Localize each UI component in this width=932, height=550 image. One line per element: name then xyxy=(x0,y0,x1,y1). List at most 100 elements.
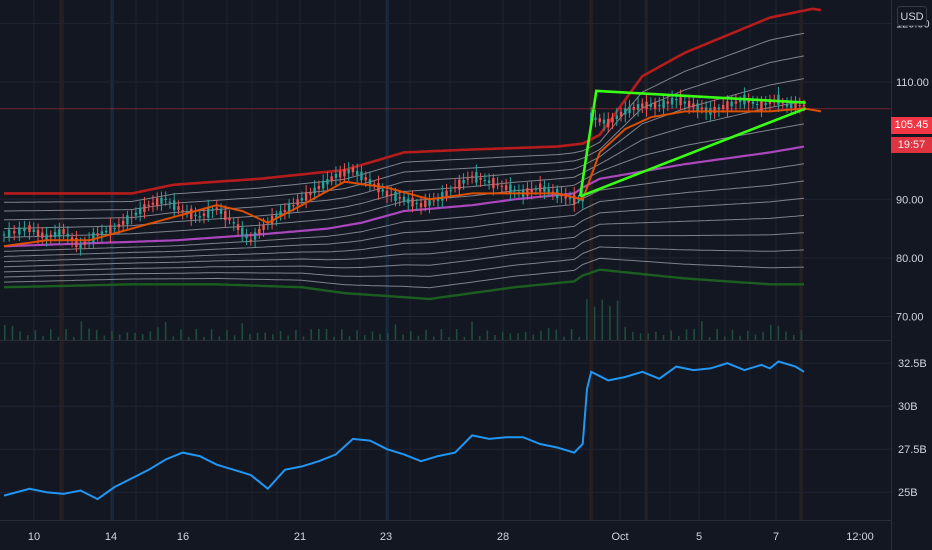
candle-body xyxy=(228,217,231,221)
candle-body xyxy=(411,198,414,207)
candle-body xyxy=(215,207,218,209)
candle-body xyxy=(66,233,70,237)
candle-body xyxy=(300,198,304,201)
candle-body xyxy=(117,224,121,228)
volume-bar xyxy=(471,321,473,340)
volume-bar xyxy=(455,329,458,340)
envelope-line xyxy=(4,32,805,203)
volume-bar xyxy=(287,335,290,340)
volume-bar xyxy=(19,331,21,340)
candle-body xyxy=(126,215,129,225)
candle-body xyxy=(23,228,26,232)
envelope-line xyxy=(3,246,805,278)
volume-bar xyxy=(578,336,581,340)
candle-body xyxy=(487,180,491,183)
candle-body xyxy=(275,215,278,219)
candle-body xyxy=(198,216,201,218)
candle-body xyxy=(662,100,665,109)
volume-bar xyxy=(754,334,757,340)
candle-body xyxy=(790,102,793,109)
volume-bar xyxy=(647,333,650,340)
candle-body xyxy=(747,99,750,103)
candle-body xyxy=(121,220,125,225)
candle-body xyxy=(658,104,661,107)
price-axis-tick: 70.00 xyxy=(896,312,924,324)
time-axis-tick: 10 xyxy=(28,531,40,543)
candle-body xyxy=(134,212,138,216)
volume-bar xyxy=(777,325,780,340)
candle-body xyxy=(130,216,133,218)
candle-body xyxy=(70,237,74,241)
candle-body xyxy=(194,214,197,217)
volume-bar xyxy=(72,336,75,340)
candle-body xyxy=(2,234,6,236)
upper-band-line xyxy=(4,7,822,195)
volume-axis-tick: 30B xyxy=(898,401,918,413)
volume-bar xyxy=(792,335,795,340)
volume-bar xyxy=(126,332,129,340)
candle-body xyxy=(313,187,316,194)
candle-body xyxy=(441,192,444,201)
volume-bar xyxy=(624,326,627,340)
candle-body xyxy=(615,115,618,119)
candle-body xyxy=(721,104,725,109)
volume-bar xyxy=(486,330,489,340)
candle-body xyxy=(619,111,623,117)
candle-body xyxy=(509,184,512,194)
candle-body xyxy=(453,186,457,189)
volume-bar xyxy=(762,332,764,340)
volume-bar xyxy=(555,329,558,340)
candle-body xyxy=(738,100,742,103)
candle-body xyxy=(181,210,184,212)
envelope-line xyxy=(3,180,805,257)
volume-bar xyxy=(371,331,374,340)
horizontal-gridlines xyxy=(0,22,891,493)
candle-body xyxy=(45,234,48,241)
candle-body xyxy=(373,184,376,186)
session-stripe xyxy=(386,0,389,520)
candle-body xyxy=(104,230,108,233)
candle-body xyxy=(241,227,244,236)
candle-body xyxy=(334,173,338,178)
candle-body xyxy=(385,190,389,197)
volume-bar xyxy=(601,299,604,340)
volume-bar xyxy=(42,336,44,340)
candle-body xyxy=(755,103,759,105)
candle-body xyxy=(283,210,287,212)
candle-body xyxy=(381,189,384,192)
candle-body xyxy=(538,183,542,192)
candle-body xyxy=(798,105,801,107)
candle-body xyxy=(449,190,453,192)
volume-bar xyxy=(210,329,213,340)
volume-bar xyxy=(425,329,427,340)
candle-body xyxy=(296,199,299,206)
volume-bar xyxy=(494,334,496,340)
trend-pattern-line xyxy=(579,107,807,198)
candle-body xyxy=(287,203,291,213)
volume-bar xyxy=(49,329,52,340)
candle-body xyxy=(526,188,529,196)
volume-bar xyxy=(586,299,588,340)
volume-bar xyxy=(57,336,60,340)
candle-body xyxy=(517,191,521,193)
candle-body xyxy=(534,188,538,190)
candle-body xyxy=(624,108,627,115)
volume-bar xyxy=(325,329,328,340)
volume-bar xyxy=(708,336,711,340)
candle-body xyxy=(100,231,104,235)
candle-body xyxy=(390,194,393,196)
volume-bar xyxy=(448,336,450,340)
volume-bar xyxy=(417,335,420,340)
volume-bar xyxy=(394,324,397,340)
volume-bar xyxy=(118,334,121,340)
currency-button[interactable]: USD xyxy=(897,6,927,26)
candle-body xyxy=(202,213,206,216)
trend-pattern-line xyxy=(578,89,806,197)
envelope-line xyxy=(3,197,805,263)
candle-body xyxy=(245,233,248,239)
candle-body xyxy=(717,107,721,110)
candle-body xyxy=(96,233,99,236)
candle-body xyxy=(628,106,631,114)
candle-body xyxy=(500,185,504,187)
